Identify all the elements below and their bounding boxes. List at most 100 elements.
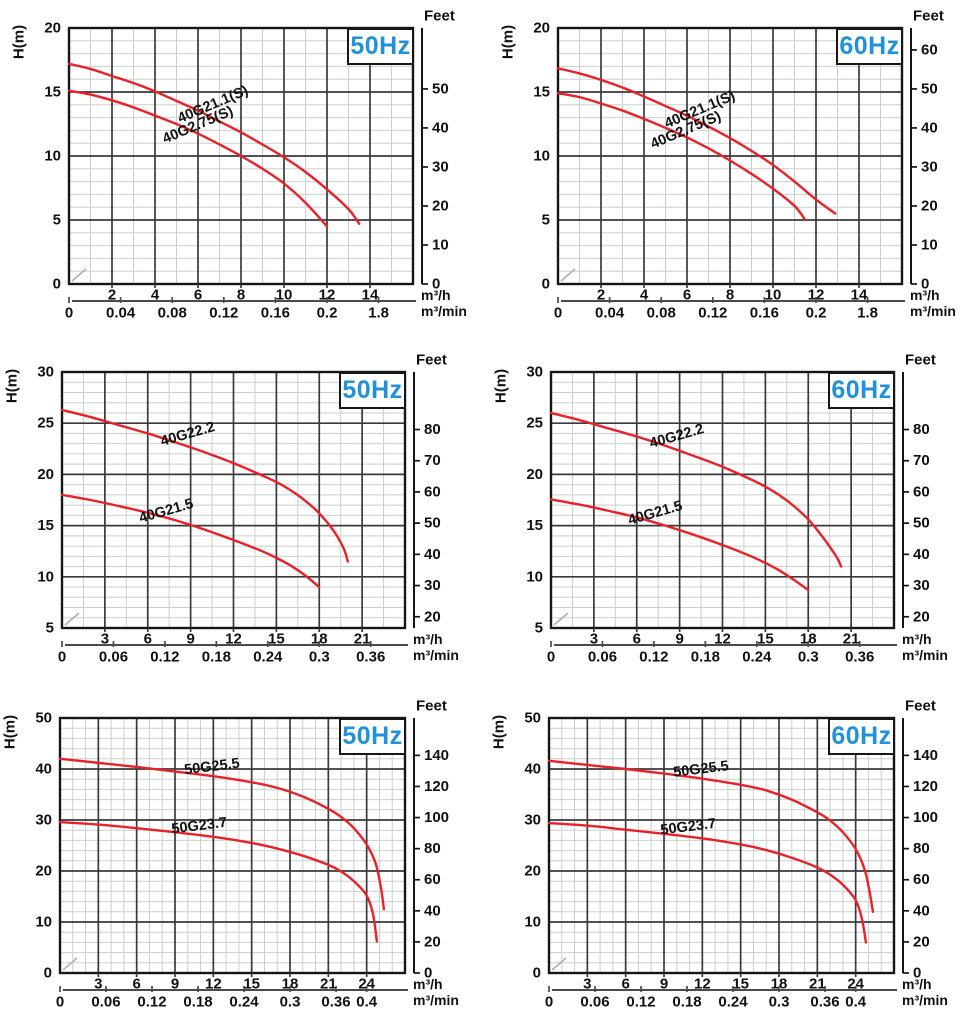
y-axis-tick-label: 5 [535,620,543,637]
feet-axis-tick-label: 50 [424,515,441,532]
min-axis-unit-label: m³/min [421,303,467,319]
curves [61,408,350,589]
min-axis-tick-label: 0.16 [261,305,290,322]
feet-axis-tick-label: 30 [432,158,449,175]
x-axis-tick-label: 21 [320,976,337,993]
min-axis-unit-label: m³/min [902,647,948,663]
frequency-badge: 60Hz [828,372,895,409]
curves [557,67,837,222]
y-axis-title: H(m) [2,715,19,749]
feet-axis-tick-label: 70 [913,452,930,469]
frequency-badge: 50Hz [339,718,406,755]
x-axis-tick-label: 24 [847,976,864,993]
x-axis-tick-label: 8 [726,287,734,304]
min-axis-tick-label: 0 [545,994,553,1011]
y-axis-tick-label: 10 [533,148,550,165]
x-axis-tick-label: 9 [171,976,179,993]
feet-axis-title: Feet [905,698,936,715]
feet-axis-tick-label: 80 [913,421,930,438]
curves [59,757,386,943]
y-axis-tick-label: 10 [44,148,61,165]
min-axis-tick-label: 0.4 [356,994,378,1011]
x-axis-tick-label: 8 [237,287,245,304]
y-axis-tick-label: 5 [46,620,54,637]
pump-curve-chart-60hz-40g2: 40G21.1(S) 40G2.75(S) 0 5 10 15 20 H(m) 2 4 6 8 10 12… [489,0,977,340]
feet-axis-ticks [414,754,420,974]
x-axis-tick-label: 12 [808,287,825,304]
min-axis-tick-label: 0.06 [580,994,609,1011]
x-axis-tick-label: 15 [732,976,749,993]
feet-axis-tick-label: 0 [424,965,432,982]
x-axis-tick-label: 18 [800,631,817,648]
min-axis-ticks [68,297,380,303]
x-axis-tick-label: 6 [633,631,641,648]
y-axis-title: H(m) [11,25,28,59]
x-axis-tick-label: 6 [132,976,140,993]
x-axis-tick-label: 12 [714,631,731,648]
curve-label: 50G25.5 [672,758,729,781]
feet-axis-tick-label: 80 [424,840,441,857]
x-axis-tick-label: 18 [311,631,328,648]
y-axis-tick-label: 25 [37,415,54,432]
feet-axis-tick-label: 50 [921,80,938,97]
y-axis-tick-label: 20 [526,466,543,483]
y-axis-tick-label: 20 [35,863,52,880]
min-axis-tick-label: 0.12 [639,649,668,666]
x-axis-ticks [111,284,371,288]
curve-40g21.5 [61,493,321,589]
x-axis-tick-label: 6 [683,287,691,304]
y-axis-tick-label: 50 [35,710,52,727]
grid-major [551,372,894,628]
curve-40g21.1-s- [557,67,837,215]
x-axis-tick-label: 21 [809,976,826,993]
chart-canvas: 50G25.5 50G23.7 0 10 20 30 40 50 H(m) 3 6 9 12 15 18 21… [2,698,459,1011]
x-axis-ticks [104,628,363,632]
x-axis-tick-label: 21 [354,631,371,648]
min-axis-tick-label: 0.24 [718,994,748,1011]
corner-mark [64,612,80,626]
curve-label: 50G23.7 [171,815,228,838]
corner-mark [62,957,78,971]
x-axis-tick-label: 24 [358,976,375,993]
feet-axis-tick-label: 70 [424,452,441,469]
min-axis-tick-label: 0.2 [317,305,338,322]
feet-axis-tick-label: 0 [432,276,440,293]
y-axis-tick-label: 0 [44,965,52,982]
curve-40g22.2 [550,411,843,568]
x-axis-unit-label: m³/h [413,631,443,647]
x-axis-unit-label: m³/h [902,631,932,647]
x-axis-tick-label: 12 [319,287,336,304]
y-axis-tick-label: 40 [35,761,52,778]
feet-axis-tick-label: 20 [432,197,449,214]
min-axis-tick-label: 0.06 [588,649,617,666]
feet-axis-tick-label: 20 [921,197,938,214]
pump-curve-chart-50hz-50g2: 50G25.5 50G23.7 0 10 20 30 40 50 H(m) 3 6 9 12 15 18 21… [0,680,489,1024]
feet-axis-title: Feet [913,8,944,25]
feet-axis-tick-label: 20 [424,608,441,625]
min-axis-tick-label: 0.3 [309,649,330,666]
x-axis-tick-label: 3 [94,976,102,993]
curve-40g2.75-s- [68,89,329,228]
min-axis-tick-label: 0.36 [845,649,874,666]
min-axis-tick-label: 0.2 [806,305,827,322]
feet-axis-tick-label: 40 [913,546,930,563]
y-axis-tick-label: 25 [526,415,543,432]
x-axis-tick-label: 14 [851,287,868,304]
feet-axis-tick-label: 20 [424,933,441,950]
y-axis-tick-label: 20 [533,20,550,37]
min-axis-ticks [59,986,368,992]
min-axis-tick-label: 0 [65,305,73,322]
x-axis-tick-label: 15 [243,976,260,993]
min-axis-tick-label: 0.18 [202,649,231,666]
min-axis-ticks [557,297,869,303]
y-axis-tick-label: 15 [44,84,61,101]
feet-axis-tick-label: 40 [913,902,930,919]
feet-axis-tick-label: 40 [424,902,441,919]
x-axis-unit-label: m³/h [910,287,940,303]
min-axis-tick-label: 0.36 [321,994,350,1011]
y-axis-tick-label: 0 [533,965,541,982]
y-axis-tick-label: 10 [37,568,54,585]
min-axis-tick-label: 0.24 [229,994,259,1011]
min-axis-tick-label: 0.12 [626,994,655,1011]
